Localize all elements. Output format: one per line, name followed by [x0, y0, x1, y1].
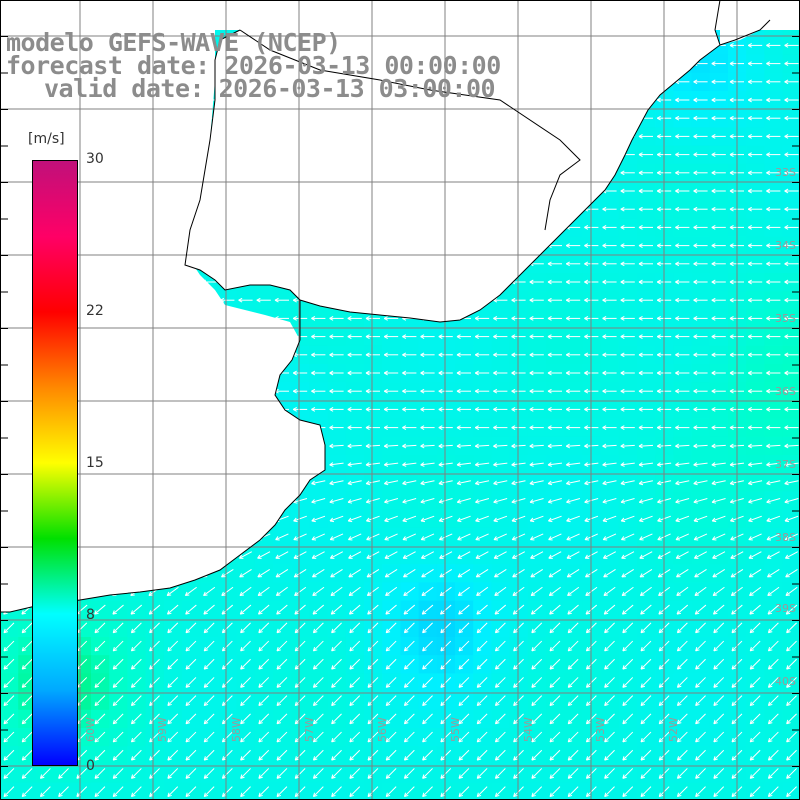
colorbar-tick-22: 22 — [86, 303, 104, 319]
lat-label-38s: 38S — [775, 531, 796, 544]
lon-label-56w: 56W — [376, 717, 389, 742]
colorbar-tick-30: 30 — [86, 151, 104, 167]
colorbar — [32, 160, 78, 766]
lat-label-34s: 34S — [775, 239, 796, 252]
lon-label-57w: 57W — [303, 717, 316, 742]
lon-label-54w: 54W — [522, 717, 535, 742]
valid-date: valid date: 2026-03-13 03:00:00 — [44, 74, 496, 103]
colorbar-tick-15: 15 — [86, 455, 104, 471]
land-top — [0, 0, 800, 30]
lat-label-33s: 33S — [775, 166, 796, 179]
lon-label-59w: 59W — [156, 717, 169, 742]
lat-label-39s: 39S — [775, 602, 796, 615]
lat-label-35s: 35S — [775, 312, 796, 325]
colorbar-tick-0: 0 — [86, 758, 95, 774]
lon-label-52w: 52W — [667, 717, 680, 742]
lon-label-55w: 55W — [449, 717, 462, 742]
lat-label-36s: 36S — [775, 385, 796, 398]
lat-label-40s: 40S — [775, 675, 796, 688]
colorbar-tick-8: 8 — [86, 607, 95, 623]
lon-label-58w: 58W — [230, 717, 243, 742]
lon-label-53w: 53W — [594, 717, 607, 742]
lon-label-60w: 60W — [84, 717, 97, 742]
colorbar-unit: [m/s] — [28, 131, 65, 147]
lat-label-37s: 37S — [775, 458, 796, 471]
